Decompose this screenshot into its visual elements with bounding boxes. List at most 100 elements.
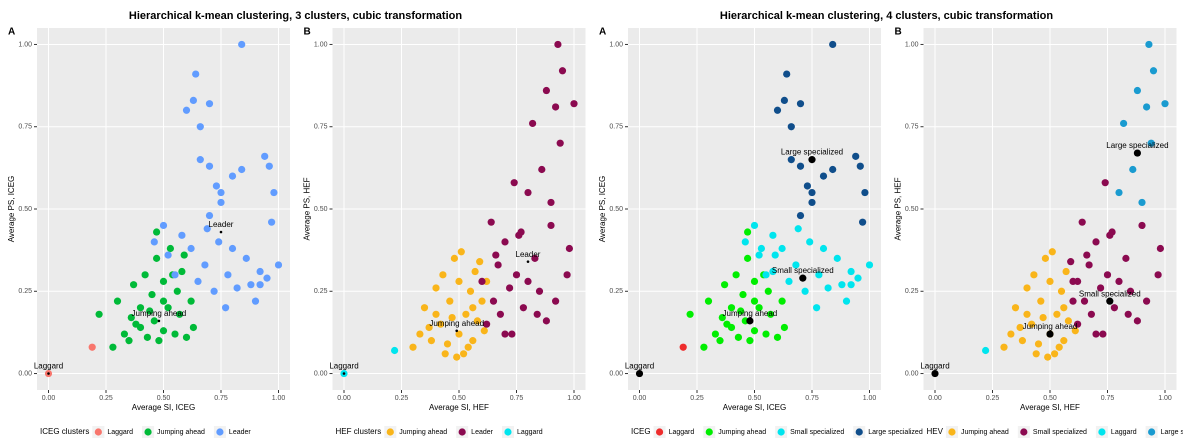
- x-tick-label: 0.50: [157, 395, 171, 402]
- point: [1030, 271, 1038, 279]
- point: [143, 333, 151, 341]
- point: [524, 277, 532, 285]
- centroid-label: Large specialized: [1106, 141, 1168, 150]
- x-tick-label: 0.00: [337, 395, 351, 402]
- centroid-label: Jumping ahead: [723, 309, 778, 318]
- x-axis-label: Average SI, ICEG: [132, 403, 195, 412]
- point: [251, 297, 260, 305]
- point: [547, 221, 555, 230]
- point: [803, 182, 812, 190]
- y-tick-label: 0.25: [314, 288, 328, 295]
- point: [801, 287, 809, 295]
- point: [391, 346, 399, 355]
- y-tick-label: 0.75: [18, 124, 32, 131]
- point: [739, 290, 747, 299]
- point: [1060, 337, 1068, 345]
- point: [432, 310, 440, 318]
- point: [1041, 254, 1049, 262]
- point: [824, 284, 832, 292]
- centroid: [219, 230, 223, 234]
- point: [205, 100, 214, 108]
- point: [865, 261, 874, 269]
- point: [727, 304, 736, 312]
- point: [737, 307, 745, 315]
- legend-label: Laggard: [1111, 429, 1137, 436]
- centroid-label: Jumping ahead: [429, 319, 484, 328]
- legend-label: Large specialized: [1161, 429, 1183, 436]
- point: [194, 277, 202, 285]
- point: [217, 188, 225, 197]
- point: [437, 320, 445, 328]
- point: [450, 254, 458, 262]
- point: [734, 333, 743, 341]
- point: [542, 317, 551, 325]
- point: [425, 323, 433, 332]
- y-tick-label: 0.75: [905, 124, 919, 131]
- point: [757, 244, 766, 253]
- legend-swatch: [948, 428, 956, 436]
- centroid: [342, 372, 346, 375]
- point: [228, 172, 237, 180]
- panel-label: B: [895, 27, 902, 38]
- x-tick-label: 0.25: [690, 395, 704, 402]
- point: [769, 267, 777, 276]
- point: [150, 317, 158, 325]
- point: [88, 343, 96, 351]
- point: [215, 238, 223, 246]
- point: [416, 330, 424, 338]
- legend-label: Leader: [229, 429, 251, 436]
- point: [556, 139, 564, 147]
- legend-title: ICEG clusters: [40, 427, 89, 436]
- point: [1046, 277, 1054, 285]
- point: [565, 244, 574, 253]
- point: [274, 261, 283, 269]
- point: [478, 297, 486, 305]
- centroid: [799, 274, 807, 282]
- point: [829, 40, 837, 49]
- centroid-label: Leader: [516, 250, 541, 259]
- chart-title: Hierarchical k-mean clustering, 4 cluste…: [720, 10, 1053, 22]
- point: [247, 281, 255, 289]
- point: [453, 353, 461, 361]
- centroid: [746, 317, 754, 325]
- point: [773, 106, 782, 114]
- legend-title: ICEG: [631, 427, 651, 436]
- point: [512, 271, 521, 279]
- point: [176, 310, 184, 318]
- legend-swatch: [655, 428, 664, 436]
- point: [441, 350, 449, 358]
- point: [448, 314, 456, 322]
- legend-title: HEV: [927, 427, 944, 436]
- legend-swatch: [705, 428, 713, 436]
- y-tick-label: 0.25: [18, 288, 32, 295]
- point: [679, 343, 687, 351]
- point: [861, 188, 869, 197]
- centroid: [157, 319, 161, 323]
- point: [496, 310, 504, 318]
- point: [1007, 330, 1015, 338]
- x-tick-label: 0.25: [395, 395, 409, 402]
- point: [233, 284, 241, 292]
- point: [1011, 304, 1020, 312]
- centroid-label: Laggard: [34, 362, 63, 371]
- point: [187, 297, 195, 305]
- legend-label: Jumping ahead: [399, 429, 447, 436]
- centroid: [1133, 149, 1141, 157]
- point: [171, 271, 179, 279]
- point: [455, 277, 463, 285]
- point: [700, 343, 708, 351]
- point: [443, 340, 452, 348]
- point: [813, 304, 821, 312]
- point: [1106, 231, 1114, 239]
- point: [125, 337, 133, 345]
- point: [256, 267, 264, 276]
- point: [1092, 238, 1100, 246]
- point: [554, 40, 562, 49]
- centroid: [455, 329, 459, 333]
- point: [492, 251, 500, 259]
- point: [741, 238, 749, 246]
- point: [1115, 188, 1123, 197]
- point: [263, 274, 271, 282]
- point: [189, 323, 197, 332]
